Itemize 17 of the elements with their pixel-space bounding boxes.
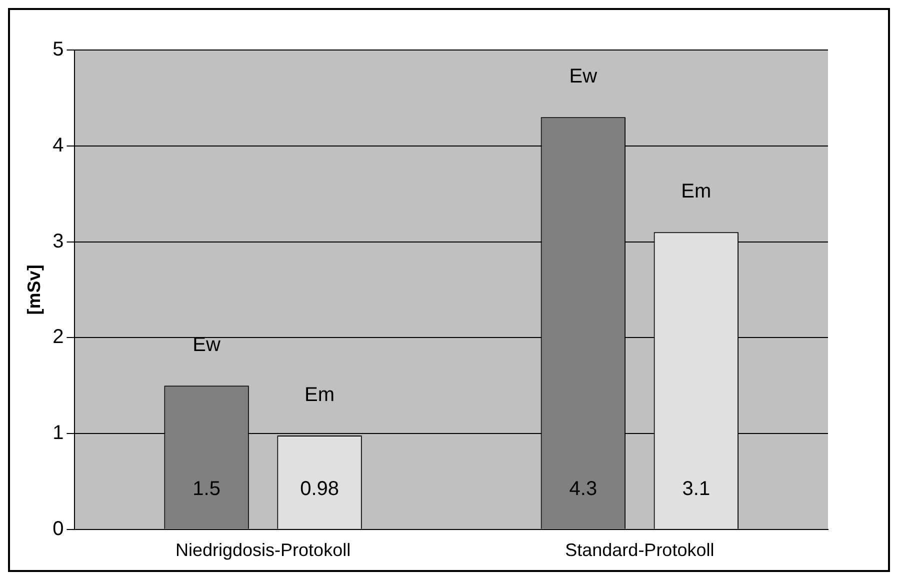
- text: Ew: [569, 66, 598, 88]
- y-tick-label: 4: [52, 134, 64, 156]
- data-label: 3.1: [682, 478, 710, 500]
- y-tick-label: 1: [52, 422, 64, 444]
- series-label: Ew: [192, 334, 221, 356]
- y-tick-label: 2: [52, 326, 64, 348]
- y-tick-label: 0: [52, 518, 64, 540]
- y-tick-label: 3: [52, 230, 64, 252]
- series-label: Em: [681, 180, 712, 203]
- data-label: 1.5: [192, 478, 220, 500]
- y-tick-label: 5: [52, 38, 64, 61]
- x-tick-label: Niedrigdosis-Protokoll: [176, 540, 351, 560]
- x-tick-label: Standard-Protokoll: [565, 540, 714, 560]
- text: Em: [304, 384, 335, 406]
- data-label: 4.3: [569, 478, 598, 500]
- data-label: 0.98: [300, 478, 340, 500]
- y-axis-title: [mSv]: [24, 264, 44, 315]
